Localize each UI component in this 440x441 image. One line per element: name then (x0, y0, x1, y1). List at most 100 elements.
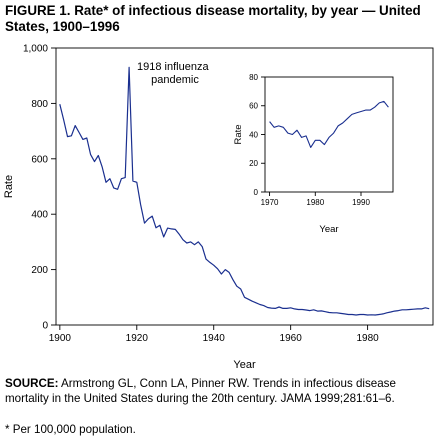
main-data-point (144, 223, 145, 224)
main-y-tick-label: 400 (31, 210, 48, 221)
main-data-point (336, 312, 337, 313)
main-data-point (271, 308, 272, 309)
main-data-point (371, 314, 372, 315)
main-data-point (263, 305, 264, 306)
inset-data-point (310, 147, 311, 148)
main-data-point (175, 229, 176, 230)
main-data-point (244, 297, 245, 298)
source-text: Armstrong GL, Conn LA, Pinner RW. Trends… (5, 377, 396, 405)
main-x-tick-label: 1900 (49, 333, 72, 344)
inset-data-point (287, 133, 288, 134)
main-data-point (279, 306, 280, 307)
main-data-point (267, 307, 268, 308)
main-data-point (225, 269, 226, 270)
main-data-point (306, 309, 307, 310)
main-y-tick-label: 1,000 (23, 44, 48, 55)
inset-data-point (269, 121, 270, 122)
main-data-point (394, 311, 395, 312)
main-data-point (232, 279, 233, 280)
main-data-point (398, 310, 399, 311)
main-data-point (406, 309, 407, 310)
inset-x-axis-label: Year (319, 224, 338, 235)
inset-data-point (306, 135, 307, 136)
main-x-tick-label: 1960 (280, 333, 303, 344)
main-data-point (148, 218, 149, 219)
main-data-point (190, 241, 191, 242)
main-data-point (367, 314, 368, 315)
main-x-tick-label: 1940 (203, 333, 226, 344)
main-data-point (213, 265, 214, 266)
main-data-point (282, 308, 283, 309)
main-data-point (63, 119, 64, 120)
main-data-point (252, 301, 253, 302)
main-data-point (221, 273, 222, 274)
main-data-point (348, 314, 349, 315)
inset-data-point (315, 140, 316, 141)
inset-data-point (333, 133, 334, 134)
main-data-point (294, 308, 295, 309)
main-data-point (202, 246, 203, 247)
inset-data-line (269, 100, 389, 148)
main-data-point (121, 178, 122, 179)
inset-data-point (365, 110, 366, 111)
main-data-point (155, 227, 156, 228)
main-x-axis-label: Year (233, 359, 256, 371)
inset-data-point (301, 137, 302, 138)
inset-chart: 0 20 40 60 80 1970 1980 1990 Year Rate (232, 68, 432, 238)
main-data-point (159, 225, 160, 226)
source-label: SOURCE: (5, 377, 59, 390)
main-data-point (71, 135, 72, 136)
main-data-point (248, 299, 249, 300)
main-data-point (317, 311, 318, 312)
main-y-tick-label: 0 (42, 321, 48, 332)
figure-title: FIGURE 1. Rate* of infectious disease mo… (5, 3, 421, 34)
main-data-point (125, 177, 126, 178)
inset-data-point (374, 107, 375, 108)
inset-data-point (351, 114, 352, 115)
main-data-point (356, 314, 357, 315)
main-data-point (332, 312, 333, 313)
inset-y-tick-label: 60 (249, 102, 258, 111)
main-data-point (340, 313, 341, 314)
main-data-point (352, 314, 353, 315)
main-data-point (325, 311, 326, 312)
main-data-point (255, 302, 256, 303)
inset-data-point (347, 118, 348, 119)
main-y-axis-label: Rate (3, 175, 15, 198)
main-data-point (117, 189, 118, 190)
inset-data-point (338, 125, 339, 126)
inset-y-tick-label: 80 (249, 73, 258, 82)
annotation-line-2: pandemic (151, 74, 199, 86)
footnote: * Per 100,000 population. (5, 423, 136, 436)
main-data-point (417, 308, 418, 309)
main-data-point (363, 314, 364, 315)
main-data-line (59, 66, 430, 316)
main-data-point (102, 167, 103, 168)
main-data-point (402, 309, 403, 310)
inset-x-tick-label: 1980 (306, 198, 324, 207)
main-data-point (171, 228, 172, 229)
main-data-point (205, 259, 206, 260)
main-data-point (217, 268, 218, 269)
main-data-point (302, 309, 303, 310)
main-data-point (379, 314, 380, 315)
inset-background (232, 68, 432, 238)
main-data-point (240, 288, 241, 289)
main-data-point (321, 310, 322, 311)
main-y-tick-label: 600 (31, 154, 48, 165)
main-data-point (236, 286, 237, 287)
main-data-point (132, 180, 133, 181)
main-data-point (386, 312, 387, 313)
inset-data-point (296, 130, 297, 131)
main-data-point (409, 309, 410, 310)
inset-data-point (360, 111, 361, 112)
inset-data-point (383, 101, 384, 102)
main-data-point (186, 242, 187, 243)
main-data-point (425, 307, 426, 308)
inset-y-tick-label: 40 (249, 130, 258, 139)
main-data-point (298, 309, 299, 310)
main-data-point (375, 314, 376, 315)
inset-data-point (324, 144, 325, 145)
main-data-point (413, 309, 414, 310)
